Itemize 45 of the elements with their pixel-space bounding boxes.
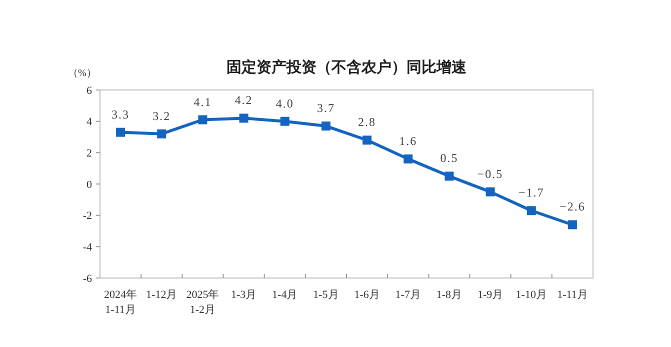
point [198, 115, 208, 124]
x-tick-label: 1-10月 [516, 289, 547, 301]
y-tick-label: -6 [82, 272, 92, 285]
y-tick-label: -2 [82, 210, 92, 222]
point [362, 136, 372, 145]
x-tick-label: 1-6月 [354, 289, 380, 301]
point [157, 129, 166, 138]
point [239, 114, 248, 123]
data-label: 4.0 [276, 96, 294, 110]
x-tick-label: 1-12月 [146, 289, 178, 301]
point [444, 172, 454, 181]
data-label: 4.1 [194, 94, 212, 109]
data-label: 0.5 [440, 151, 458, 166]
data-label: 4.2 [234, 93, 253, 108]
y-tick-label: -4 [82, 242, 92, 254]
point [568, 220, 577, 230]
x-tick-label: 2025年 1-2月 [186, 289, 220, 316]
point [116, 128, 126, 137]
x-tick-label: 1-5月 [313, 289, 339, 301]
data-label: 1.6 [399, 134, 418, 148]
y-tick-label: 6 [86, 84, 92, 97]
data-label: 2.8 [358, 115, 376, 130]
x-tick-label: 1-7月 [395, 289, 421, 301]
y-tick-label: 0 [86, 178, 92, 191]
y-tick-label: 2 [86, 148, 92, 160]
data-label: 3.7 [316, 101, 335, 116]
point [321, 122, 330, 131]
x-tick-label: 1-4月 [272, 289, 298, 301]
x-tick-label: 1-8月 [436, 289, 462, 301]
data-label: −0.5 [477, 166, 504, 181]
point [404, 154, 413, 164]
data-label: 3.2 [152, 108, 171, 123]
x-tick-label: 1-3月 [230, 289, 257, 301]
x-tick-label: 2024年 1-11月 [104, 289, 138, 316]
point [486, 187, 495, 196]
y-tick-label: 4 [86, 116, 92, 128]
data-label: −1.7 [518, 186, 544, 200]
data-label: −2.6 [560, 200, 586, 214]
point [280, 116, 290, 126]
data-label: 3.3 [112, 107, 130, 122]
x-tick-label: 1-11月 [557, 289, 588, 301]
point [526, 206, 536, 216]
y-axis-title: （%） [68, 68, 96, 79]
chart-title: 固定资产投资（不含农户）同比增速 [226, 58, 468, 76]
x-tick-label: 1-9月 [477, 289, 504, 301]
